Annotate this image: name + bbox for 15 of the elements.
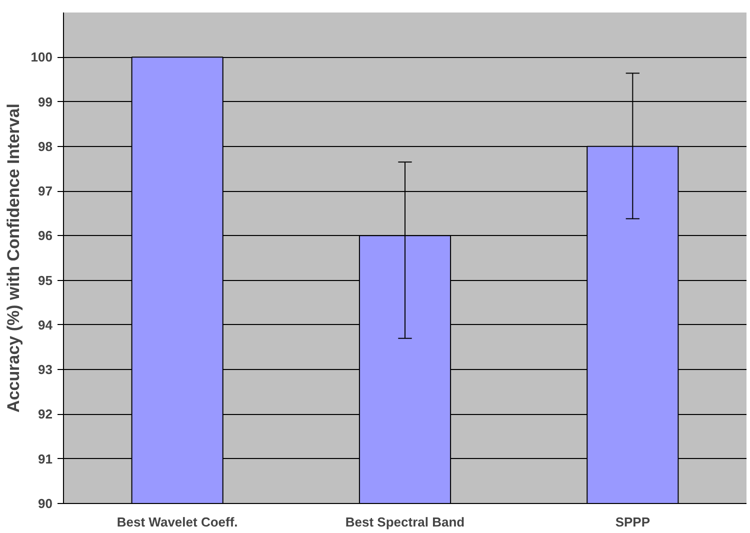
y-tick-label: 90 (38, 496, 53, 511)
x-tick-label: Best Wavelet Coeff. (116, 514, 238, 530)
y-tick-label: 96 (38, 228, 53, 244)
y-tick-label: 95 (38, 272, 53, 288)
y-tick-label: 97 (38, 184, 53, 199)
y-tick-label: 93 (38, 362, 53, 378)
y-tick-label: 98 (38, 138, 53, 154)
y-axis-title: Accuracy (%) with Confidence Interval (4, 104, 23, 412)
y-tick-label: 91 (38, 451, 53, 466)
x-tick-label: SPPP (615, 514, 650, 530)
y-tick-label: 92 (38, 406, 53, 422)
y-tick-label: 99 (38, 94, 53, 110)
y-tick-label: 94 (38, 317, 54, 332)
x-tick-label: Best Spectral Band (345, 514, 465, 530)
y-tick-label: 100 (30, 50, 53, 65)
